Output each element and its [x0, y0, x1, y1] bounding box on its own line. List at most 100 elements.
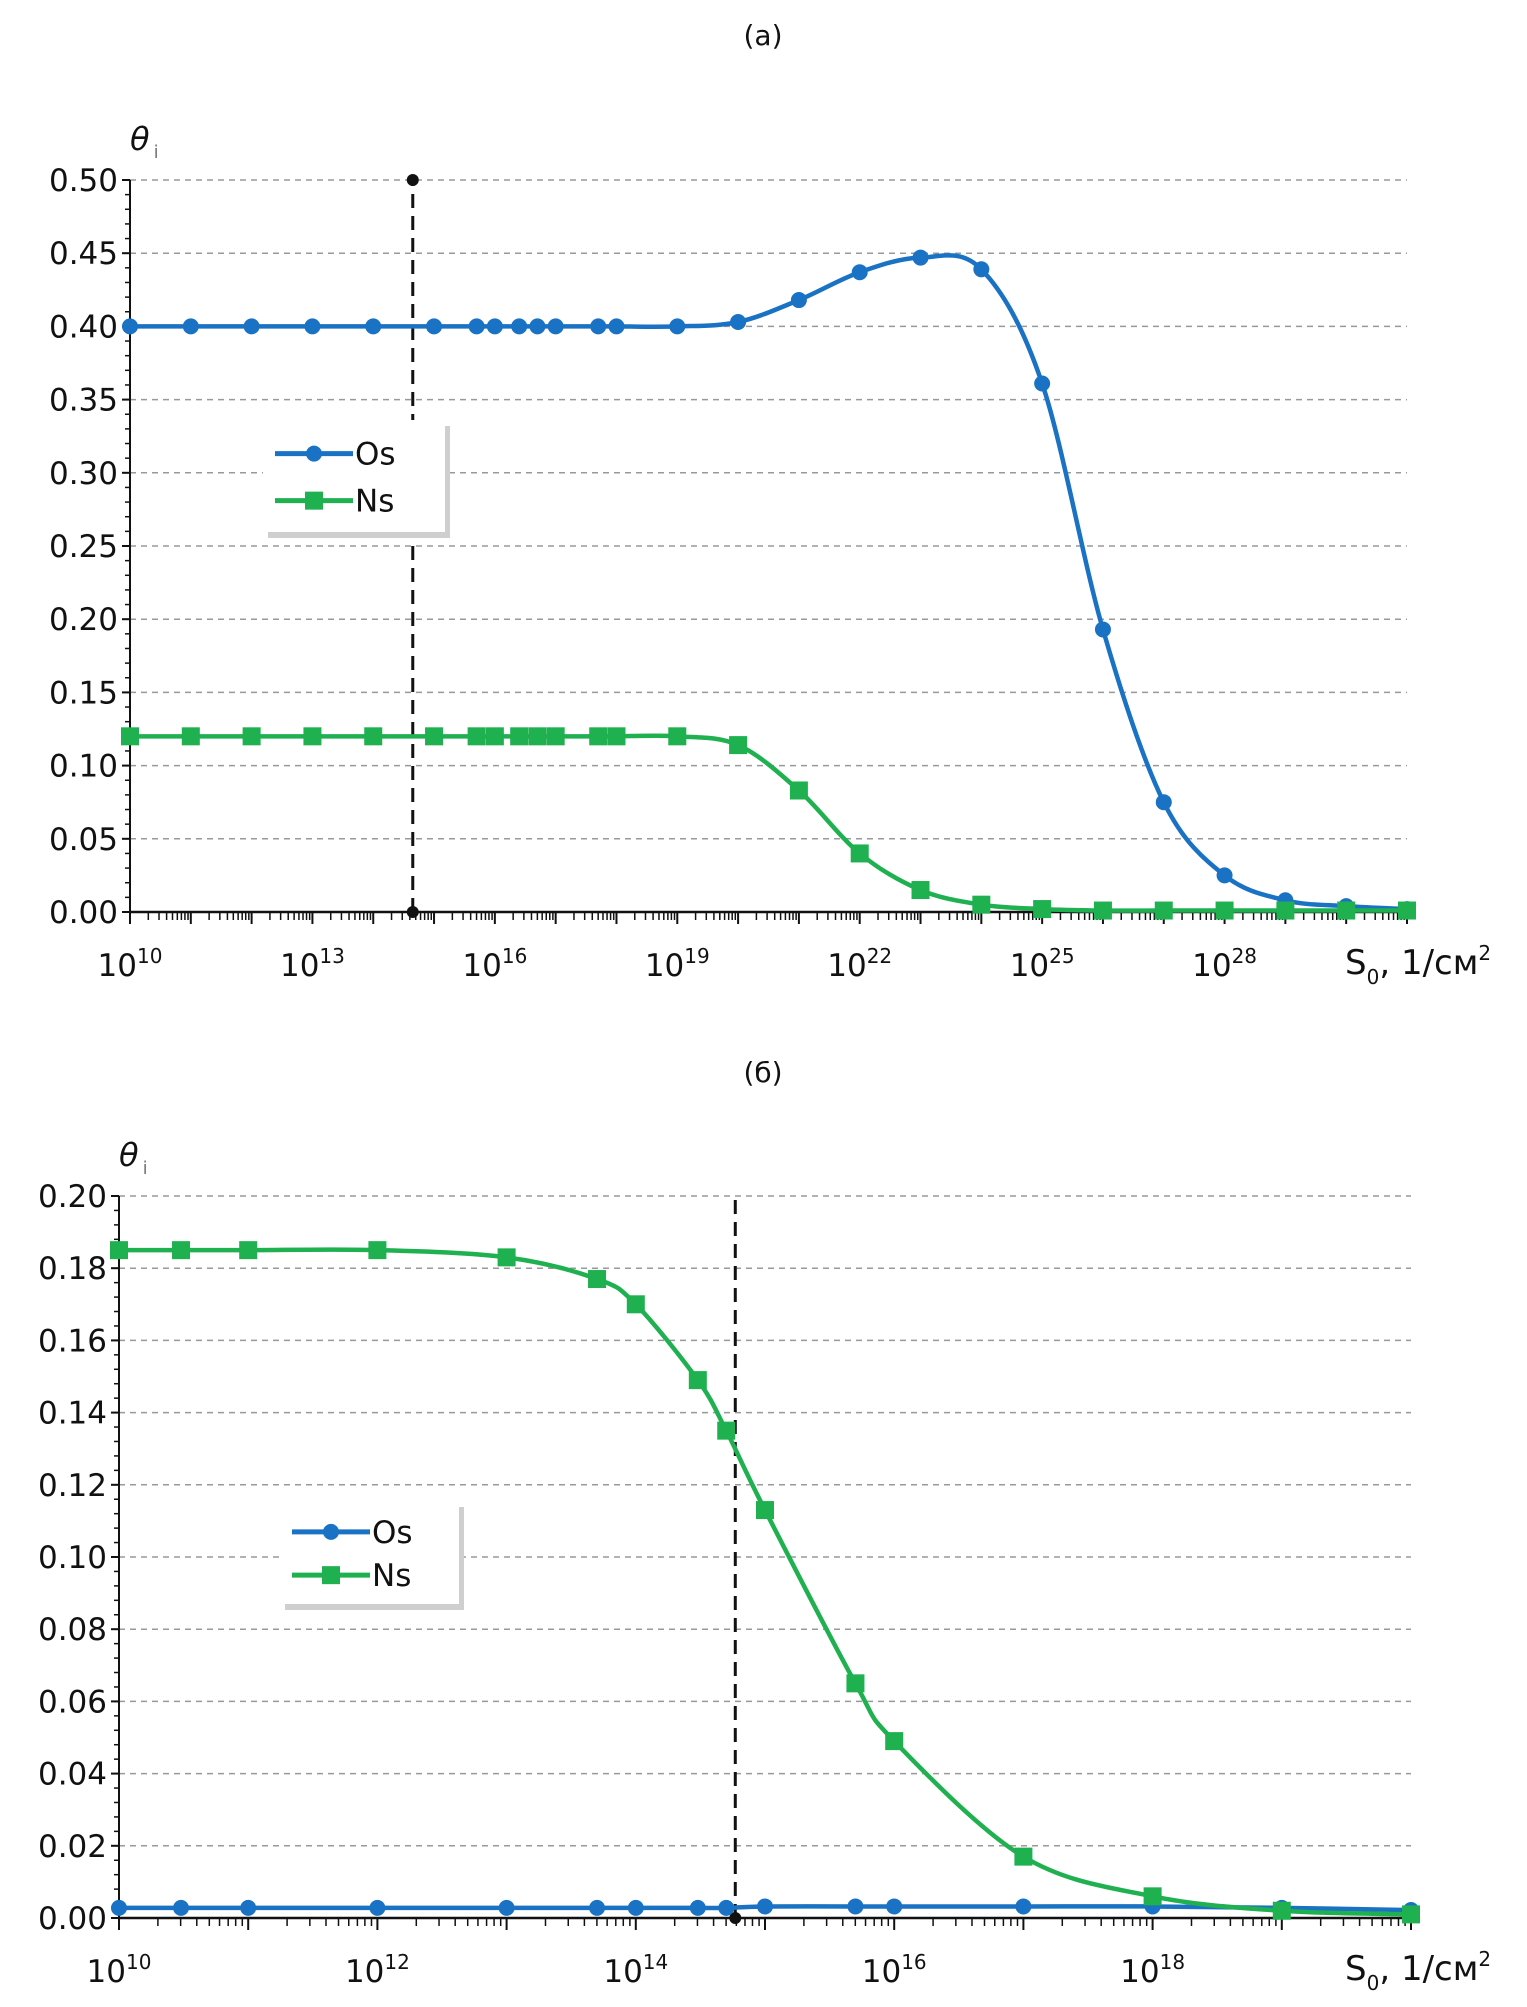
data-point-ns: [688, 1371, 707, 1390]
data-point-os: [529, 318, 546, 335]
data-point-os: [912, 249, 929, 266]
y-tick-label: 0.30: [49, 456, 118, 492]
reference-line-endpoint: [729, 1912, 742, 1924]
x-tick-label: 1010: [98, 944, 163, 984]
legend: Os Ns: [280, 1501, 464, 1610]
data-point-os: [243, 318, 260, 335]
data-point-os: [669, 318, 686, 335]
y-tick-label: 0.06: [38, 1684, 107, 1720]
data-point-ns: [546, 727, 565, 746]
data-point-os: [182, 318, 199, 335]
x-tick-label: 1012: [345, 1950, 410, 1990]
legend-marker-circle-icon: [323, 1523, 339, 1540]
data-point-ns: [1276, 901, 1295, 920]
data-point-ns: [885, 1732, 904, 1751]
data-point-ns: [1402, 1905, 1420, 1924]
data-point-os: [757, 1898, 773, 1915]
data-point-os: [730, 314, 747, 331]
data-point-ns: [668, 727, 687, 746]
data-point-os: [851, 264, 868, 281]
data-point-ns: [972, 895, 991, 914]
chart-1: (б) 0.00 0.02 0.04 0.06 0.08 0.10 0.12 0.14 0.16 0…: [38, 1056, 1491, 1995]
data-point-os: [240, 1899, 257, 1916]
y-tick-label: 0.25: [49, 529, 118, 565]
data-point-ns: [485, 727, 504, 746]
legend-marker-square-icon: [305, 491, 323, 510]
data-point-ns: [846, 1674, 865, 1693]
data-point-ns: [717, 1421, 736, 1440]
data-point-ns: [467, 727, 486, 746]
data-point-os: [369, 1899, 386, 1916]
x-tick-label: 1016: [462, 944, 527, 984]
data-point-os: [718, 1899, 735, 1916]
x-tick-label: 1016: [862, 1950, 927, 1990]
data-point-ns: [528, 727, 547, 746]
legend-label: Ns: [372, 1558, 411, 1594]
data-point-ns: [1215, 901, 1234, 920]
data-point-ns: [368, 1241, 387, 1260]
data-point-os: [173, 1899, 190, 1916]
data-point-ns: [1033, 900, 1052, 919]
data-point-ns: [110, 1241, 128, 1260]
data-point-os: [847, 1898, 864, 1915]
y-tick-label: 0.02: [38, 1829, 107, 1865]
y-tick-label: 0.20: [38, 1179, 107, 1215]
data-point-ns: [588, 1270, 607, 1289]
series-line-ns: [129, 733, 1407, 913]
data-point-ns: [607, 727, 626, 746]
x-tick-label: 1028: [1192, 944, 1257, 984]
data-point-ns: [589, 727, 608, 746]
y-tick-label: 0.00: [49, 895, 118, 931]
y-tick-label: 0.14: [38, 1396, 107, 1432]
data-point-os: [790, 292, 807, 309]
x-tick-label: 1014: [603, 1950, 668, 1990]
y-tick-label: 0.04: [38, 1757, 107, 1793]
data-point-os: [426, 318, 443, 335]
data-point-ns: [181, 727, 200, 746]
data-point-ns: [1154, 901, 1173, 920]
legend-label: Os: [372, 1515, 413, 1551]
legend-box: [280, 1501, 459, 1604]
data-point-ns: [911, 881, 930, 900]
data-point-os: [498, 1899, 515, 1916]
data-point-ns: [497, 1248, 516, 1267]
data-point-os: [589, 1899, 606, 1916]
y-tick-label: 0.18: [38, 1251, 107, 1287]
y-tick-label: 0.40: [49, 309, 118, 345]
data-point-os: [608, 318, 625, 335]
data-point-os: [973, 261, 990, 278]
x-axis-label: S0, 1/см2: [1345, 941, 1491, 989]
data-point-os: [122, 318, 138, 335]
data-point-ns: [1093, 901, 1112, 920]
data-point-os: [468, 318, 485, 335]
series-line-os: [130, 253, 1408, 912]
data-point-os: [111, 1899, 127, 1916]
data-point-os: [886, 1898, 903, 1915]
data-point-ns: [510, 727, 529, 746]
y-tick-label: 0.10: [49, 749, 118, 785]
chart-title: (б): [743, 1056, 782, 1089]
legend-label: Ns: [355, 484, 394, 520]
data-point-os: [486, 318, 503, 335]
x-tick-label: 1018: [1120, 1950, 1185, 1990]
x-tick-label: 1025: [1010, 944, 1075, 984]
data-point-os: [1015, 1898, 1032, 1915]
data-point-os: [590, 318, 607, 335]
data-point-os: [365, 318, 382, 335]
legend-box: [263, 420, 445, 532]
data-point-os: [1034, 375, 1051, 392]
x-axis-label: S0, 1/см2: [1345, 1947, 1491, 1995]
data-point-ns: [729, 736, 748, 755]
data-point-os: [304, 318, 321, 335]
y-tick-label: 0.15: [49, 675, 118, 711]
y-tick-label: 0.00: [38, 1901, 107, 1937]
x-tick-label: 1010: [87, 1950, 152, 1990]
y-tick-label: 0.05: [49, 822, 118, 858]
data-point-os: [547, 318, 564, 335]
data-point-ns: [1272, 1901, 1291, 1920]
y-tick-label: 0.50: [49, 163, 118, 199]
data-point-ns: [121, 727, 139, 746]
